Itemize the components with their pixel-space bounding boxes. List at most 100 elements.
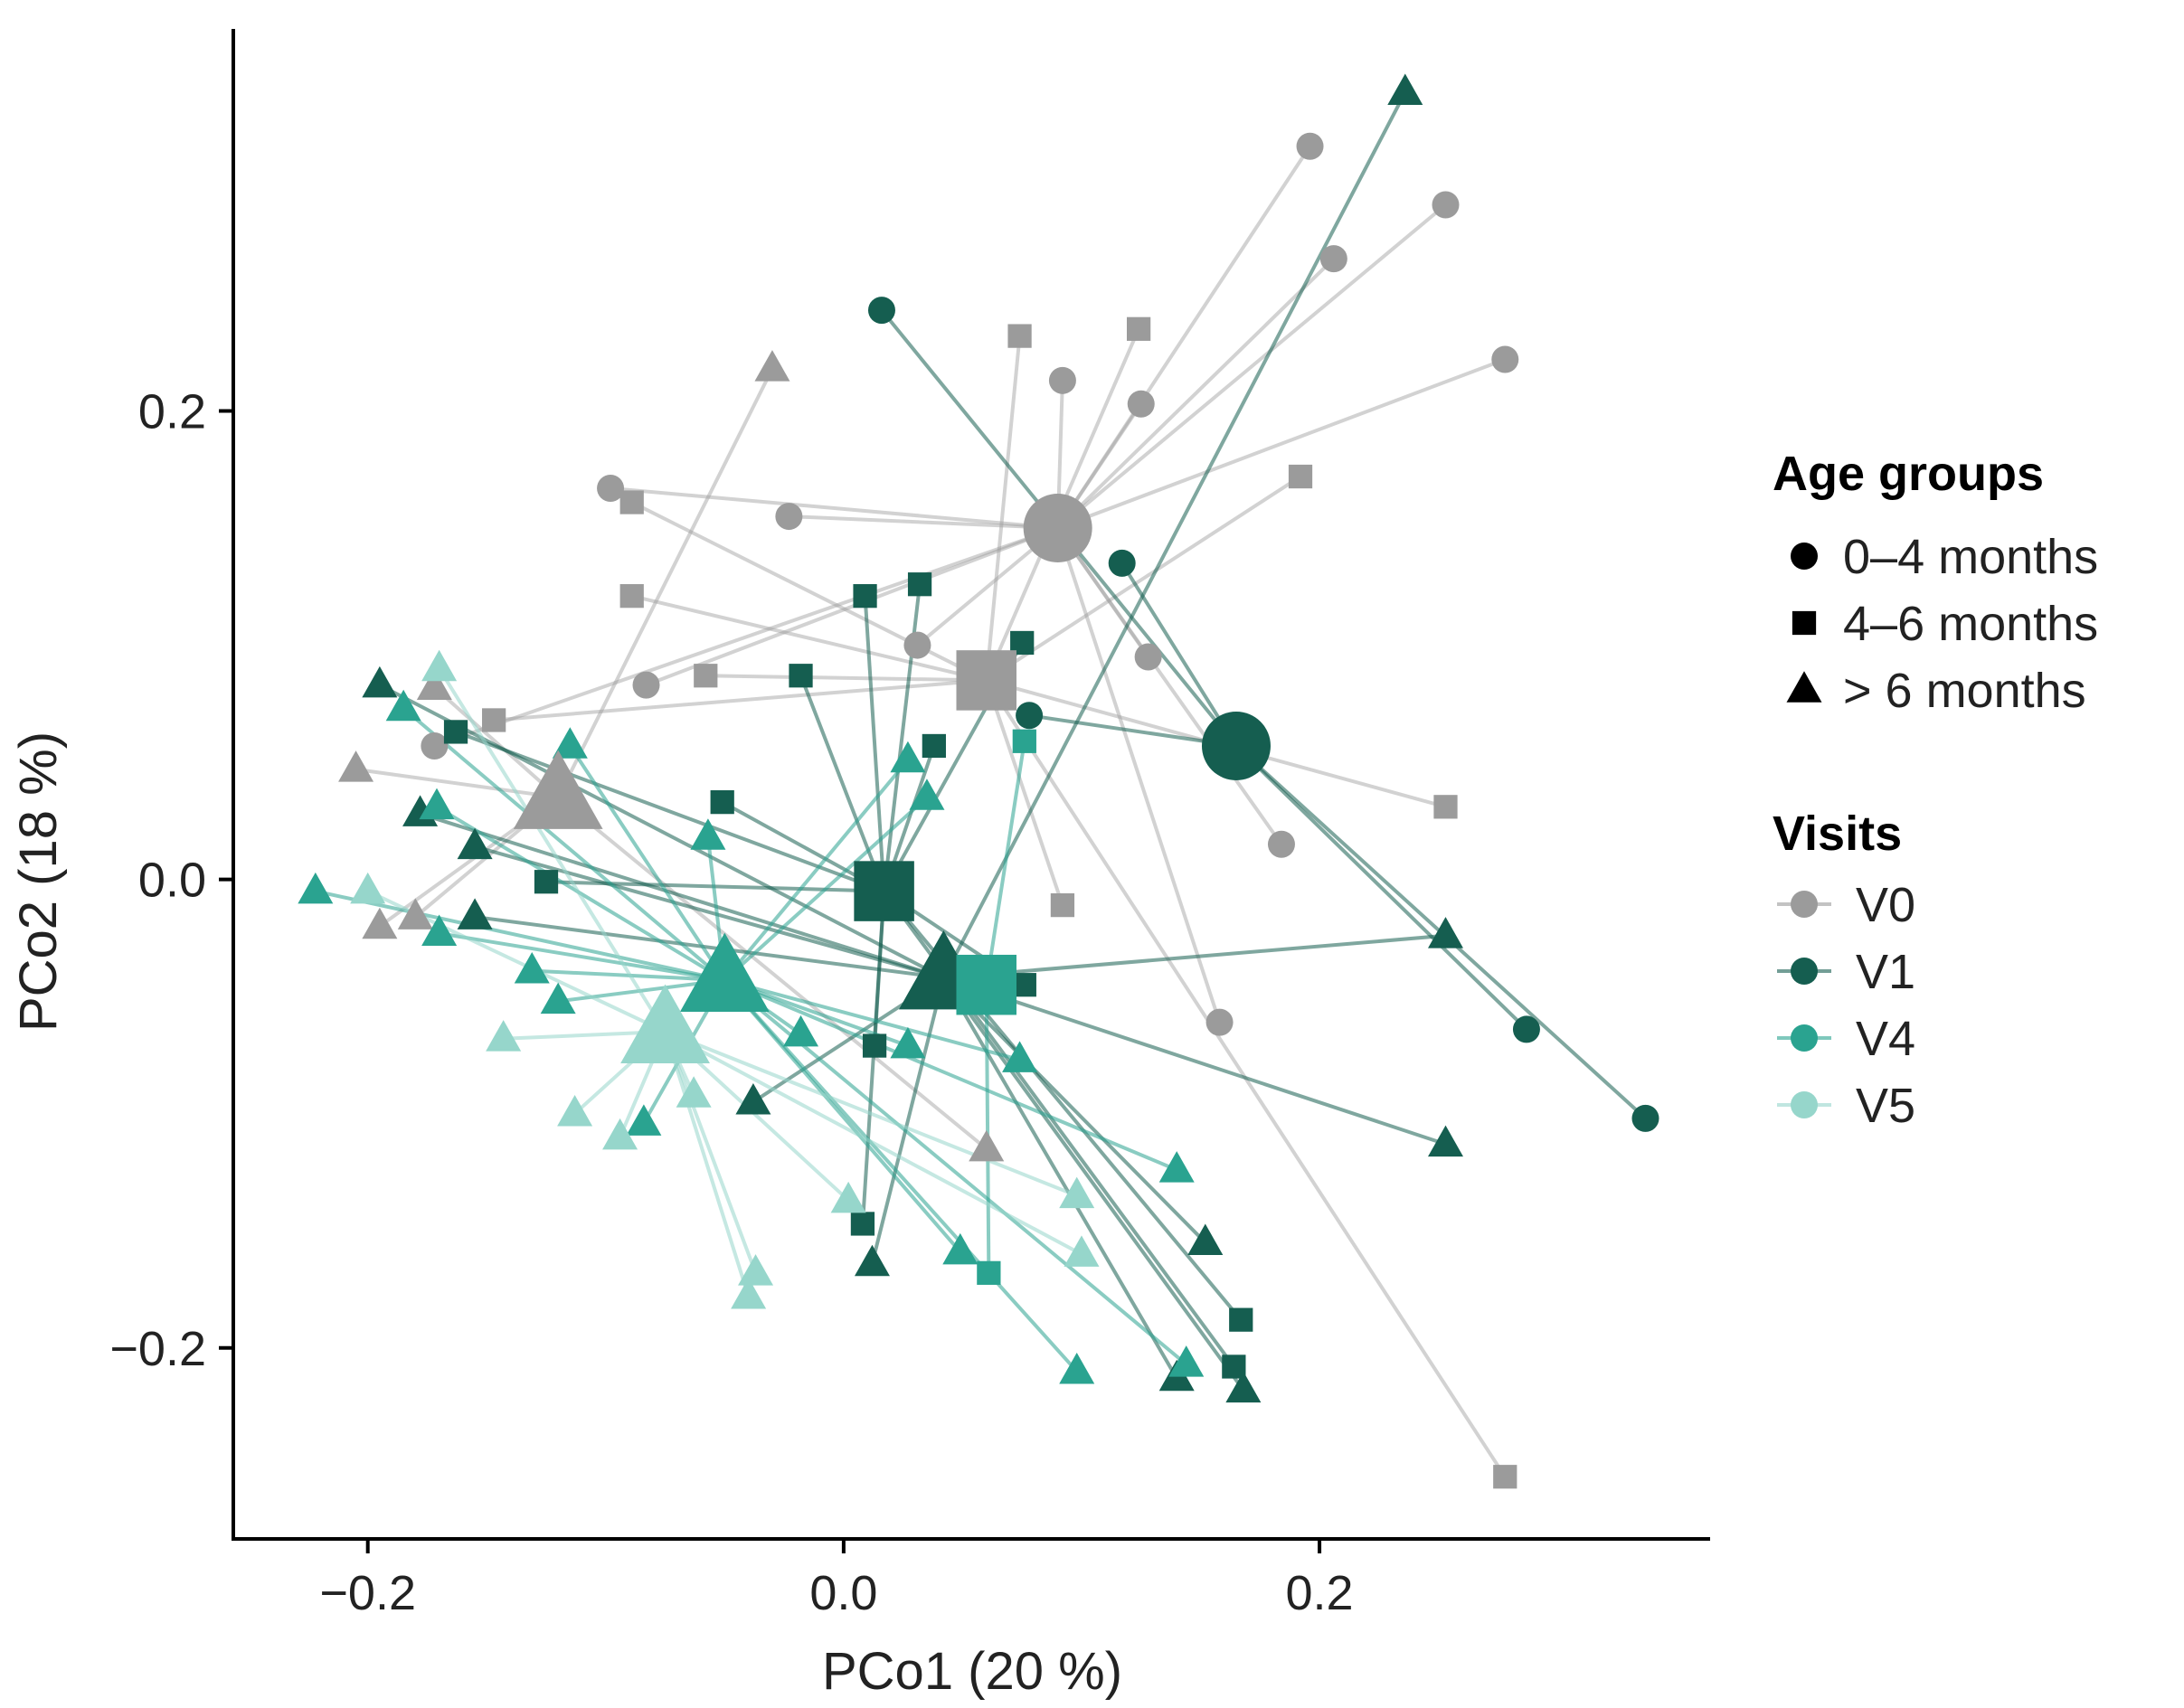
- sample-point-v0-circle: [1048, 366, 1076, 394]
- sample-point-v4-triangle: [421, 914, 458, 947]
- spider-line-v1: [1234, 744, 1528, 1031]
- legend-visit-label: V5: [1856, 1079, 1915, 1133]
- spider-line-v4: [984, 985, 991, 1273]
- sample-point-v0-square: [1007, 324, 1032, 348]
- sample-point-v1-triangle: [735, 1083, 771, 1115]
- spider-line-v4: [723, 759, 910, 982]
- legend-v0-icon: [1791, 891, 1818, 918]
- y-axis-title: PCo2 (18 %): [9, 731, 68, 1032]
- sample-point-v0-square: [482, 708, 506, 732]
- legend-age-groups: 0–4 months 4–6 months > 6 months: [1786, 530, 2098, 718]
- sample-point-v4-triangle: [1168, 1345, 1205, 1377]
- sample-point-v0-square: [1288, 464, 1313, 489]
- sample-point-v4-square: [977, 1260, 1001, 1285]
- sample-point-v5-triangle: [557, 1094, 593, 1127]
- sample-point-v4-triangle: [890, 741, 926, 773]
- sample-point-v4-triangle: [942, 1232, 979, 1265]
- spider-line-v0: [1055, 527, 1222, 1024]
- sample-point-v0-square: [619, 490, 644, 514]
- legend-visits-title: Visits: [1773, 807, 1902, 861]
- spider-line-v1: [455, 730, 885, 893]
- sample-point-v1-triangle: [1427, 917, 1463, 948]
- spider-line-v4: [568, 744, 727, 982]
- spider-line-v4: [315, 889, 725, 982]
- sample-point-v0-circle: [1127, 390, 1155, 418]
- sample-point-v5-triangle: [1064, 1235, 1100, 1267]
- sample-point-v0-circle: [597, 474, 625, 502]
- sample-point-v1-circle: [1512, 1015, 1540, 1043]
- sample-point-v1-triangle: [362, 665, 398, 698]
- x-axis-ticks: −0.2 0.0 0.2: [319, 1539, 1354, 1620]
- legend-v1-icon: [1791, 958, 1818, 985]
- spider-line-v0: [1055, 145, 1312, 530]
- sample-point-v0-square: [1433, 795, 1458, 819]
- sample-point-v4-square: [1012, 729, 1036, 753]
- legend-v5-icon: [1791, 1091, 1818, 1118]
- y-axis-ticks: −0.2 0.0 0.2: [109, 385, 233, 1376]
- x-tick-label: −0.2: [319, 1566, 416, 1620]
- sample-point-v4-triangle: [540, 982, 576, 1014]
- spider-line-v5: [664, 1030, 1083, 1256]
- sample-point-v1-circle: [867, 297, 895, 325]
- sample-point-v4-triangle: [783, 1014, 819, 1047]
- spider-line-v0: [631, 594, 988, 683]
- spider-line-v1: [943, 933, 1446, 980]
- sample-point-v4-triangle: [909, 779, 945, 810]
- y-tick-label: −0.2: [109, 1322, 206, 1376]
- sample-point-v0-square: [1050, 892, 1075, 918]
- sample-point-v1-square: [534, 870, 559, 894]
- sample-point-v0-circle: [775, 503, 803, 531]
- spider-line-v4: [723, 978, 1079, 1373]
- spider-line-v0: [645, 526, 1059, 687]
- sample-point-v1-triangle: [854, 1244, 890, 1277]
- spider-line-v0: [433, 526, 1059, 748]
- sample-point-v4-triangle: [552, 727, 588, 759]
- sample-point-v0-square: [619, 584, 644, 609]
- legend-circle-icon: [1791, 543, 1818, 570]
- spider-line-v1: [863, 596, 886, 892]
- sample-point-v4-triangle: [514, 951, 550, 984]
- sample-point-v1-circle: [1016, 702, 1044, 730]
- centroid-v0-triangle: [513, 750, 603, 829]
- legend-triangle-icon: [1786, 671, 1822, 703]
- spider-line-v1: [942, 976, 1447, 1147]
- sample-point-v1-square: [443, 720, 468, 744]
- sample-point-v4-triangle: [1158, 1151, 1195, 1183]
- sample-point-v1-circle: [1108, 549, 1136, 577]
- legend-age-title: Age groups: [1773, 447, 2044, 501]
- spider-line-v0: [556, 367, 774, 798]
- spider-line-v5: [437, 667, 667, 1033]
- spider-line-v1: [941, 91, 1407, 979]
- legend-v4-icon: [1791, 1024, 1818, 1052]
- sample-point-v1-triangle: [1427, 1125, 1463, 1157]
- sample-point-v1-triangle: [1225, 1371, 1262, 1403]
- sample-point-v1-triangle: [1387, 73, 1423, 105]
- x-axis-title: PCo1 (20 %): [822, 1642, 1122, 1701]
- sample-point-v1-square: [710, 790, 734, 815]
- x-tick-label: 0.2: [1286, 1566, 1354, 1620]
- sample-point-v4-triangle: [419, 788, 455, 820]
- y-tick-label: 0.0: [138, 854, 206, 908]
- legend: Age groups 0–4 months 4–6 months > 6 month…: [1773, 447, 2098, 1133]
- point-markers: [298, 73, 1659, 1489]
- sample-point-v0-square: [694, 664, 718, 688]
- spider-line-v4: [402, 706, 726, 982]
- centroid-v5-triangle: [620, 984, 710, 1063]
- legend-visit-label: V4: [1856, 1012, 1915, 1066]
- centroid-v4-triangle: [679, 932, 770, 1012]
- sample-point-v0-circle: [903, 631, 931, 659]
- x-tick-label: 0.0: [809, 1566, 877, 1620]
- sample-point-v1-circle: [1631, 1104, 1659, 1132]
- sample-point-v5-triangle: [731, 1278, 767, 1309]
- sample-point-v0-circle: [1267, 830, 1295, 858]
- spider-line-v4: [439, 931, 725, 982]
- sample-point-v1-square: [1229, 1307, 1253, 1332]
- sample-point-v5-triangle: [1059, 1176, 1095, 1209]
- sample-point-v0-circle: [1432, 191, 1460, 219]
- sample-point-v1-triangle: [457, 827, 493, 860]
- centroid-v0-square: [956, 650, 1016, 711]
- spider-line-v0: [630, 500, 988, 683]
- spider-line-v1: [1120, 561, 1238, 748]
- spider-line-v4: [984, 741, 1026, 986]
- spider-line-v1: [799, 675, 886, 892]
